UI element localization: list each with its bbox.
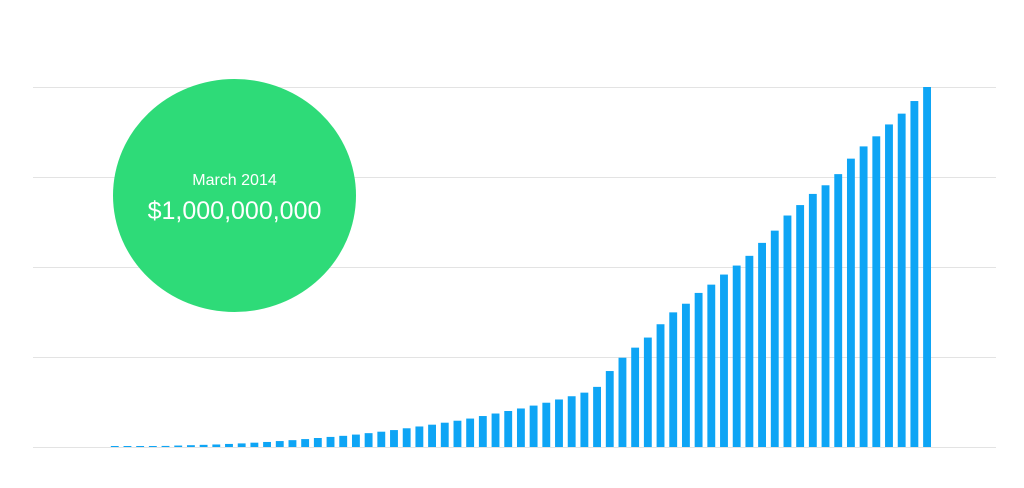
bar xyxy=(288,440,297,447)
bar xyxy=(174,445,183,447)
bar xyxy=(593,386,601,447)
bar xyxy=(872,136,881,447)
bar xyxy=(478,416,487,447)
bar xyxy=(923,87,931,447)
bar xyxy=(313,438,322,447)
milestone-value: $1,000,000,000 xyxy=(147,196,322,225)
bar xyxy=(669,312,678,447)
bar xyxy=(440,422,449,447)
bar xyxy=(681,303,690,447)
bar xyxy=(542,402,551,447)
bar xyxy=(656,324,665,447)
bar xyxy=(758,242,766,447)
bar xyxy=(897,113,906,447)
bar xyxy=(263,441,271,447)
bar xyxy=(491,413,500,447)
bar xyxy=(732,265,741,447)
bar xyxy=(326,436,335,447)
bar xyxy=(643,337,652,447)
bar xyxy=(186,445,195,447)
bar xyxy=(123,446,132,447)
bar xyxy=(783,215,792,447)
bar xyxy=(466,418,475,447)
bar xyxy=(618,357,627,447)
bar xyxy=(351,434,360,447)
bar xyxy=(237,443,246,447)
bar xyxy=(453,420,462,447)
bar xyxy=(580,392,589,447)
bar xyxy=(808,193,817,447)
bar xyxy=(516,408,525,447)
bar xyxy=(275,441,284,447)
bar xyxy=(567,396,576,447)
bar xyxy=(301,439,310,447)
bar xyxy=(821,185,830,447)
bar xyxy=(694,292,703,447)
bar xyxy=(504,411,513,447)
milestone-date: March 2014 xyxy=(192,171,277,189)
bar xyxy=(110,446,119,447)
bar xyxy=(250,442,259,447)
bar xyxy=(212,444,221,447)
bar xyxy=(796,205,805,447)
bar xyxy=(720,274,728,447)
bar xyxy=(390,430,398,447)
bar xyxy=(161,445,170,447)
bar xyxy=(834,174,843,447)
bar xyxy=(846,158,855,447)
bar xyxy=(136,446,145,447)
bar xyxy=(707,284,716,447)
bar xyxy=(910,101,919,447)
bar xyxy=(555,399,563,447)
bar xyxy=(339,435,348,447)
bar xyxy=(148,446,157,447)
bar xyxy=(225,443,233,447)
bar xyxy=(885,124,893,447)
bar xyxy=(402,428,411,447)
bar xyxy=(428,424,436,447)
bar xyxy=(605,371,614,447)
bar xyxy=(377,431,386,447)
bar xyxy=(529,405,538,447)
bar xyxy=(199,444,208,447)
bar xyxy=(631,347,640,447)
bar xyxy=(415,426,424,447)
bars xyxy=(110,87,931,447)
milestone-callout-circle: March 2014 $1,000,000,000 xyxy=(113,79,356,312)
bar xyxy=(859,146,868,447)
bar xyxy=(770,230,779,447)
bar xyxy=(364,433,373,447)
bar xyxy=(745,255,754,447)
